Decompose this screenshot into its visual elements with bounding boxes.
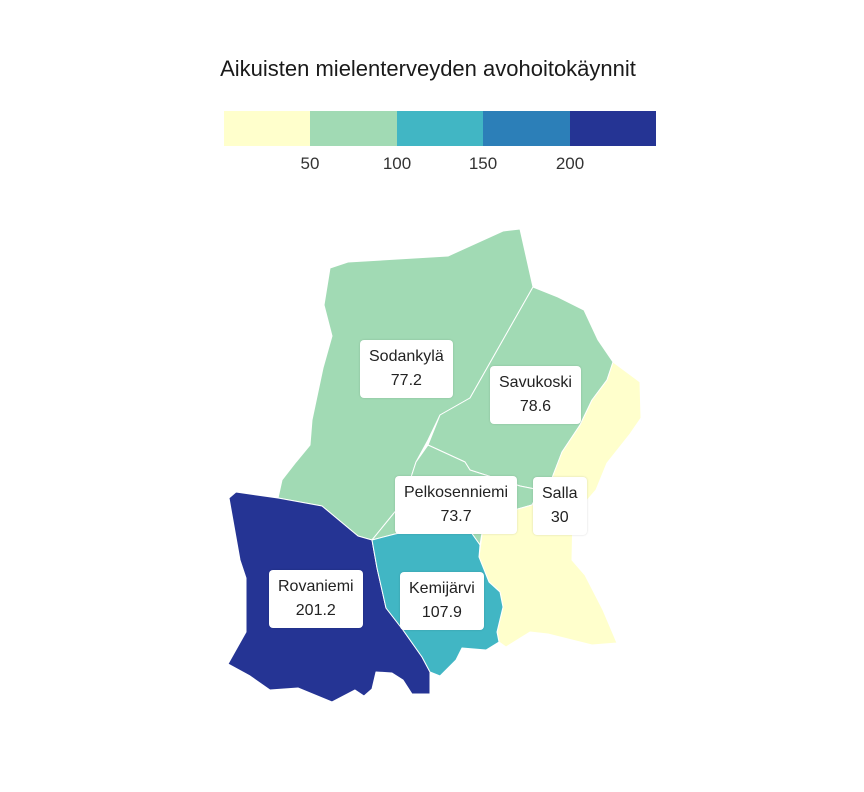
region-name: Sodankylä (369, 348, 444, 365)
region-name: Pelkosenniemi (404, 484, 509, 501)
region-label-savukoski: Savukoski 78.6 (490, 366, 581, 424)
legend-tick-150: 150 (468, 154, 498, 173)
region-value: 77.2 (390, 372, 422, 389)
legend-swatch-5 (569, 111, 657, 146)
color-legend (224, 111, 657, 146)
legend-tick-100: 100 (382, 154, 412, 173)
region-name: Rovaniemi (278, 578, 354, 595)
region-value: 201.2 (295, 602, 336, 619)
region-label-kemijarvi: Kemijärvi 107.9 (400, 572, 484, 630)
region-label-rovaniemi: Rovaniemi 201.2 (269, 570, 363, 628)
region-label-sodankyla: Sodankylä 77.2 (360, 340, 453, 398)
region-name: Kemijärvi (409, 580, 475, 597)
map-title: Aikuisten mielenterveyden avohoitokäynni… (220, 56, 636, 81)
region-value: 30 (550, 509, 569, 526)
region-label-salla: Salla 30 (533, 477, 587, 535)
region-value: 73.7 (440, 508, 472, 525)
region-value: 78.6 (519, 398, 552, 415)
legend-swatch-1 (224, 111, 311, 146)
region-label-pelkosenniemi: Pelkosenniemi 73.7 (395, 476, 518, 534)
region-name: Savukoski (499, 374, 572, 391)
legend-tick-50: 50 (300, 154, 320, 173)
legend-tick-200: 200 (555, 154, 585, 173)
region-value: 107.9 (421, 604, 462, 621)
legend-swatch-3 (396, 111, 484, 146)
region-name: Salla (542, 485, 578, 502)
legend-swatch-4 (483, 111, 570, 146)
legend-swatch-2 (310, 111, 397, 146)
